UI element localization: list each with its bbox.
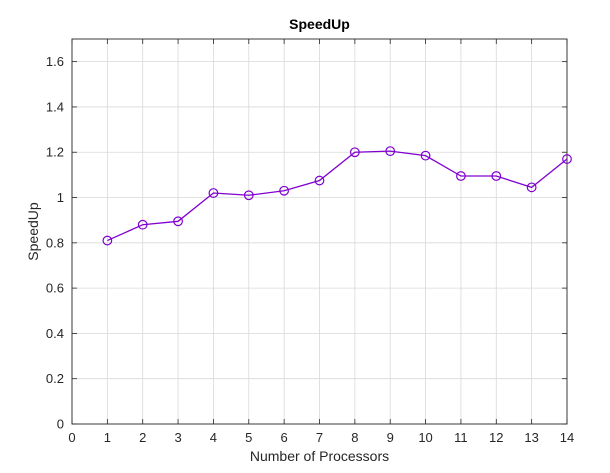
series-line — [107, 150, 568, 242]
x-tick-label: 7 — [316, 430, 323, 445]
x-tick-label: 1 — [104, 430, 111, 445]
y-tick-label: 1.2 — [46, 145, 64, 160]
y-tick-label: 0.6 — [46, 281, 64, 296]
y-tick-label: 1.6 — [46, 54, 64, 69]
x-axis-title: Number of Processors — [250, 448, 389, 464]
x-tick-label: 6 — [281, 430, 288, 445]
x-tick-label: 4 — [210, 430, 217, 445]
data-point — [526, 182, 537, 193]
data-point — [279, 185, 290, 196]
data-point — [243, 190, 254, 201]
y-tick-label: 0.4 — [46, 326, 64, 341]
y-tick-label: 1.4 — [46, 99, 64, 114]
data-point — [349, 147, 360, 158]
x-tick-label: 0 — [68, 430, 75, 445]
x-tick-label: 10 — [418, 430, 432, 445]
data-point — [208, 188, 219, 198]
data-point — [491, 171, 502, 181]
data-point — [173, 216, 183, 227]
x-tick-label: 13 — [524, 430, 538, 445]
ticks: 0 1 2 3 4 5 6 7 8 9 10 11 12 13 1400.20.40.60.811.21.4… — [46, 39, 574, 445]
y-tick-label: 0.2 — [46, 371, 64, 386]
data-point — [314, 175, 325, 186]
x-tick-label: 14 — [560, 430, 574, 445]
x-tick-label: 3 — [174, 430, 181, 445]
data-point — [137, 219, 148, 230]
x-tick-label: 8 — [351, 430, 358, 445]
y-axis-title: SpeedUp — [25, 202, 41, 261]
x-tick-label: 12 — [489, 430, 503, 445]
data-point — [562, 154, 572, 164]
data-point — [456, 171, 466, 181]
y-tick-label: 1 — [57, 190, 64, 205]
y-tick-label: 0.8 — [46, 235, 64, 250]
x-tick-label: 2 — [139, 430, 146, 445]
x-tick-label: 9 — [387, 430, 394, 445]
x-tick-label: 5 — [245, 430, 252, 445]
series-layer — [102, 146, 572, 246]
y-tick-label: 0 — [57, 417, 64, 432]
data-point — [385, 146, 396, 157]
data-point — [102, 235, 113, 246]
chart-title: SpeedUp — [289, 16, 350, 32]
data-point — [420, 150, 431, 161]
x-tick-label: 11 — [454, 430, 468, 445]
